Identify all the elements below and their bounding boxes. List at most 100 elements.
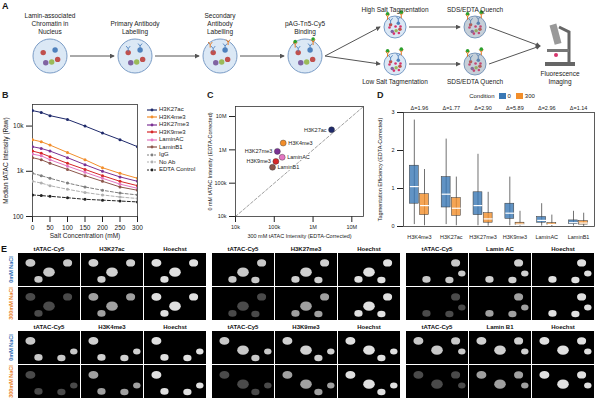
svg-text:Binding: Binding — [294, 28, 316, 36]
html-text:C: C — [207, 90, 214, 100]
svg-text:tATAC-Cy5: tATAC-Cy5 — [34, 324, 65, 330]
svg-text:Hoechst: Hoechst — [163, 324, 187, 330]
html-text:H3K9me3: H3K9me3 — [159, 128, 186, 135]
svg-text:Δ=1.96: Δ=1.96 — [411, 105, 429, 111]
svg-text:0 mM tATAC Intensity (EDTA-Cor: 0 mM tATAC Intensity (EDTA-Corrected) — [207, 112, 213, 210]
svg-text:Hoechst: Hoechst — [163, 246, 187, 252]
svg-text:SDS/EDTA Quench: SDS/EDTA Quench — [447, 6, 504, 14]
svg-text:1k: 1k — [17, 167, 25, 174]
svg-text:Antibody: Antibody — [207, 20, 233, 28]
svg-text:H3K4me3: H3K4me3 — [98, 324, 126, 330]
svg-text:Salt Concentration (mM): Salt Concentration (mM) — [50, 232, 120, 240]
svg-text:Chromatin in: Chromatin in — [32, 20, 69, 27]
svg-text:pAG-Tn5-Cy5: pAG-Tn5-Cy5 — [285, 20, 325, 28]
svg-text:250: 250 — [115, 224, 126, 231]
html-text:H3K27ac: H3K27ac — [159, 106, 184, 113]
svg-text:100: 100 — [62, 224, 73, 231]
svg-text:A: A — [2, 1, 9, 11]
svg-text:1M: 1M — [219, 147, 227, 153]
html-text:D: D — [377, 90, 384, 100]
svg-text:Hoechst: Hoechst — [357, 246, 381, 252]
svg-text:2: 2 — [391, 147, 394, 153]
svg-text:10k: 10k — [231, 224, 240, 230]
svg-text:Lamin B1: Lamin B1 — [486, 324, 514, 330]
svg-text:300mM NaCl: 300mM NaCl — [8, 287, 14, 320]
svg-text:300: 300 — [132, 224, 143, 231]
svg-text:150: 150 — [80, 224, 91, 231]
svg-text:Δ=2.90: Δ=2.90 — [474, 105, 492, 111]
svg-text:H3K27ac: H3K27ac — [440, 234, 463, 240]
svg-text:0: 0 — [31, 224, 35, 231]
svg-text:3: 3 — [391, 109, 394, 115]
svg-text:Δ=1.77: Δ=1.77 — [442, 105, 460, 111]
svg-text:Primary Antibody: Primary Antibody — [110, 20, 160, 28]
svg-text:10k: 10k — [13, 122, 24, 129]
svg-text:0mM NaCl: 0mM NaCl — [8, 334, 14, 361]
svg-text:0mM NaCl: 0mM NaCl — [8, 256, 14, 283]
html-text:300: 300 — [524, 92, 535, 99]
svg-text:Imaging: Imaging — [548, 78, 572, 86]
html-text:No Ab: No Ab — [159, 158, 176, 165]
html-text:IgG: IgG — [159, 151, 169, 158]
svg-text:300 mM tATAC Intensity (EDTA-C: 300 mM tATAC Intensity (EDTA-Corrected) — [247, 233, 351, 239]
svg-text:10M: 10M — [216, 113, 227, 119]
svg-text:10M: 10M — [346, 224, 357, 230]
svg-text:50: 50 — [46, 224, 54, 231]
svg-text:tATAC-Cy5: tATAC-Cy5 — [34, 246, 65, 252]
svg-text:Hoechst: Hoechst — [357, 324, 381, 330]
html-text:Condition: Condition — [469, 92, 495, 99]
svg-text:H3K27me3: H3K27me3 — [245, 148, 273, 154]
svg-text:Hoechst: Hoechst — [551, 246, 575, 252]
html-text:H3K4me3: H3K4me3 — [159, 113, 186, 120]
svg-text:LaminAC: LaminAC — [287, 154, 310, 160]
svg-text:Lamin-associated: Lamin-associated — [25, 12, 76, 19]
svg-text:Δ=5.89: Δ=5.89 — [506, 105, 524, 111]
html-text:H3K27me3: H3K27me3 — [159, 121, 189, 128]
svg-text:LaminB1: LaminB1 — [568, 234, 590, 240]
svg-text:Tagmentation Efficiency (EDTA-: Tagmentation Efficiency (EDTA-Corrected) — [377, 118, 383, 222]
svg-text:H3K9me3: H3K9me3 — [246, 158, 270, 164]
svg-text:Labelling: Labelling — [207, 28, 233, 36]
svg-text:Labelling: Labelling — [122, 28, 148, 36]
svg-text:H3K27me3: H3K27me3 — [469, 234, 497, 240]
svg-text:200: 200 — [97, 224, 108, 231]
svg-text:tATAC-Cy5: tATAC-Cy5 — [422, 324, 453, 330]
svg-text:H3K9me3: H3K9me3 — [292, 324, 320, 330]
svg-text:0: 0 — [391, 223, 394, 229]
svg-text:Hoechst: Hoechst — [551, 324, 575, 330]
svg-text:300mM NaCl: 300mM NaCl — [8, 365, 14, 398]
svg-text:SDS/EDTA Quench: SDS/EDTA Quench — [447, 78, 504, 86]
svg-text:100k: 100k — [268, 224, 280, 230]
svg-text:tATAC-Cy5: tATAC-Cy5 — [228, 324, 259, 330]
svg-text:Fluorescence: Fluorescence — [540, 70, 579, 77]
svg-text:H3K9me3: H3K9me3 — [503, 234, 527, 240]
svg-text:LaminB1: LaminB1 — [278, 164, 300, 170]
svg-text:Nucleus: Nucleus — [38, 28, 62, 35]
html-text:LaminAC: LaminAC — [159, 136, 184, 143]
svg-text:H3K27me3: H3K27me3 — [291, 246, 322, 252]
svg-text:Lamin AC: Lamin AC — [486, 246, 514, 252]
svg-text:1: 1 — [391, 185, 394, 191]
svg-text:100: 100 — [13, 213, 24, 220]
svg-text:LaminAC: LaminAC — [535, 234, 558, 240]
html-text:0: 0 — [507, 92, 511, 99]
html-text:B: B — [2, 90, 9, 100]
svg-text:10k: 10k — [218, 213, 227, 219]
svg-text:High Salt Tagmentation: High Salt Tagmentation — [361, 6, 428, 14]
svg-text:tATAC-Cy5: tATAC-Cy5 — [228, 246, 259, 252]
svg-text:tATAC-Cy5: tATAC-Cy5 — [422, 246, 453, 252]
svg-text:H3K27ac: H3K27ac — [304, 127, 327, 133]
svg-text:Median tATAC Intensity (Raw): Median tATAC Intensity (Raw) — [2, 117, 10, 203]
html-text:LaminB1: LaminB1 — [159, 143, 183, 150]
svg-text:H3K4me3: H3K4me3 — [407, 234, 431, 240]
svg-text:H3K27ac: H3K27ac — [99, 246, 125, 252]
svg-text:H3K4me3: H3K4me3 — [288, 140, 312, 146]
svg-text:Low Salt Tagmentation: Low Salt Tagmentation — [362, 78, 428, 86]
html-text:EDTA Control: EDTA Control — [159, 166, 196, 173]
svg-text:Secondary: Secondary — [204, 12, 236, 20]
svg-text:100k: 100k — [215, 180, 227, 186]
svg-text:Δ=1.14: Δ=1.14 — [570, 105, 588, 111]
svg-text:1M: 1M — [309, 224, 317, 230]
svg-text:Δ=2.96: Δ=2.96 — [538, 105, 556, 111]
svg-text:E: E — [1, 244, 7, 254]
